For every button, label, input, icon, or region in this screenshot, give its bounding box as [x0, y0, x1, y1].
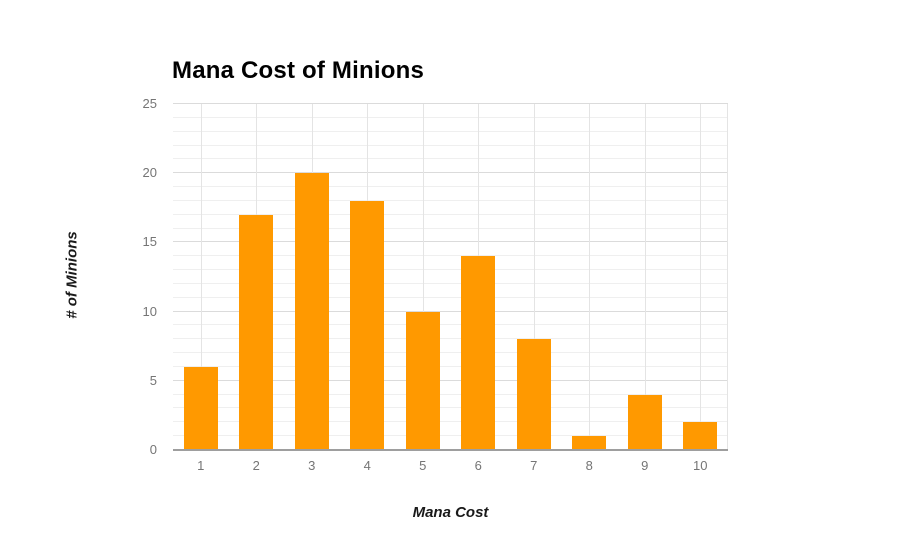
- bar-mana-1[interactable]: [183, 366, 218, 450]
- bar-mana-7[interactable]: [516, 339, 551, 450]
- bar-mana-2[interactable]: [239, 214, 274, 450]
- bar-mana-5[interactable]: [405, 311, 440, 450]
- minor-gridline: [173, 352, 728, 354]
- x-tick-label: 5: [419, 458, 427, 473]
- bar-mana-4[interactable]: [350, 200, 385, 450]
- bar-mana-6[interactable]: [461, 256, 496, 450]
- x-tick-label: 3: [308, 458, 316, 473]
- x-tick-label: 6: [474, 458, 482, 473]
- x-tick-label: 4: [363, 458, 371, 473]
- minor-gridline: [173, 116, 728, 118]
- minor-gridline: [173, 421, 728, 423]
- x-axis-line: [173, 449, 728, 451]
- minor-gridline: [173, 435, 728, 437]
- bar-mana-9[interactable]: [627, 394, 662, 450]
- vertical-gridline: [422, 104, 424, 450]
- y-tick-label: 5: [149, 372, 157, 388]
- y-tick-label: 15: [142, 234, 157, 250]
- major-gridline: [173, 172, 728, 174]
- vertical-gridline: [589, 104, 591, 450]
- minor-gridline: [173, 186, 728, 188]
- y-tick-label: 10: [142, 303, 157, 319]
- y-tick-label: 0: [149, 442, 157, 457]
- minor-gridline: [173, 324, 728, 326]
- y-axis-title: # of Minions: [63, 231, 81, 319]
- x-tick-label: 10: [693, 458, 708, 473]
- bar-mana-3[interactable]: [294, 173, 329, 450]
- minor-gridline: [173, 338, 728, 340]
- y-tick-label: 20: [142, 165, 157, 181]
- x-tick-label: 7: [530, 458, 538, 473]
- bar-mana-8[interactable]: [572, 436, 607, 450]
- bar-mana-10[interactable]: [683, 422, 718, 450]
- major-gridline: [173, 241, 728, 243]
- vertical-gridline: [644, 104, 646, 450]
- vertical-gridline: [533, 104, 535, 450]
- minor-gridline: [173, 213, 728, 215]
- minor-gridline: [173, 407, 728, 409]
- major-gridline: [173, 310, 728, 312]
- plot-area: [173, 103, 728, 451]
- minor-gridline: [173, 269, 728, 271]
- x-tick-label: 2: [252, 458, 260, 473]
- minor-gridline: [173, 255, 728, 257]
- minor-gridline: [173, 130, 728, 132]
- y-tick-label: 25: [142, 96, 157, 111]
- x-tick-label: 8: [585, 458, 593, 473]
- x-tick-label: 1: [197, 458, 205, 473]
- vertical-gridline: [700, 104, 702, 450]
- x-axis-title: Mana Cost: [412, 504, 489, 521]
- vertical-gridline: [200, 104, 202, 450]
- major-gridline: [173, 379, 728, 381]
- minor-gridline: [173, 393, 728, 395]
- minor-gridline: [173, 144, 728, 146]
- plot-right-border: [727, 104, 728, 450]
- minor-gridline: [173, 158, 728, 160]
- minor-gridline: [173, 365, 728, 367]
- minor-gridline: [173, 282, 728, 284]
- x-tick-label: 9: [641, 458, 649, 473]
- minor-gridline: [173, 199, 728, 201]
- minor-gridline: [173, 227, 728, 229]
- chart-title: Mana Cost of Minions: [172, 57, 424, 84]
- major-gridline: [173, 103, 728, 104]
- minor-gridline: [173, 296, 728, 298]
